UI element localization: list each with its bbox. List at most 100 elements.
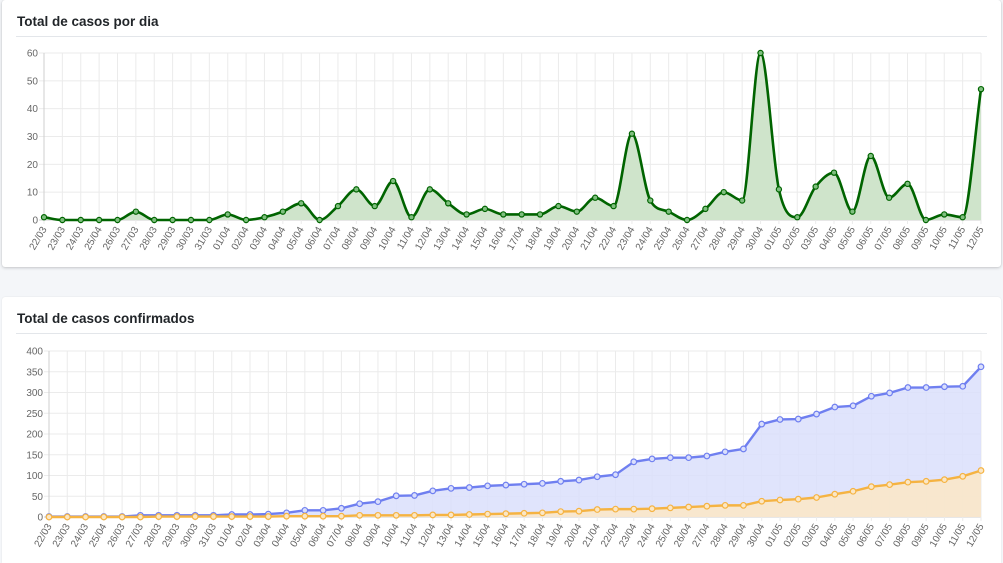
data-point xyxy=(411,511,418,519)
data-point xyxy=(261,214,268,221)
data-point xyxy=(77,216,84,224)
data-point xyxy=(959,382,967,390)
data-point xyxy=(539,479,546,487)
y-tick-label: 400 xyxy=(26,347,43,358)
data-point xyxy=(813,494,820,501)
data-point xyxy=(264,513,272,520)
data-point xyxy=(82,513,89,521)
data-point xyxy=(648,505,656,513)
data-point xyxy=(977,363,985,371)
data-point xyxy=(246,513,254,520)
y-tick-label: 300 xyxy=(26,388,43,399)
y-tick-label: 50 xyxy=(32,492,44,503)
data-point xyxy=(794,495,802,503)
data-point xyxy=(738,197,746,204)
data-point xyxy=(812,183,819,190)
data-point xyxy=(337,504,345,512)
data-point xyxy=(408,214,415,221)
series-0-line xyxy=(49,365,982,518)
daily-cases-card: Total de casos por dia 0 10 20 30 40 50 60 22/0… xyxy=(2,0,1001,267)
series-0-area xyxy=(49,366,981,517)
data-point xyxy=(411,492,418,499)
data-point xyxy=(849,208,856,215)
data-point xyxy=(59,216,66,224)
data-point xyxy=(757,49,764,57)
y-tick-label: 60 xyxy=(27,49,39,60)
x-tick-label: 12/05 xyxy=(965,522,987,550)
data-point xyxy=(721,501,729,509)
data-point xyxy=(593,473,601,481)
data-point xyxy=(356,500,364,508)
data-point xyxy=(356,511,364,519)
confirmed-cases-chart[interactable]: 05010015020025030035040022/0323/0324/032… xyxy=(2,297,1001,563)
data-point xyxy=(720,188,727,196)
data-point xyxy=(702,205,709,213)
data-point xyxy=(941,476,948,484)
y-tick-label: 0 xyxy=(32,216,38,227)
data-point xyxy=(242,216,250,224)
data-point xyxy=(319,512,327,520)
data-point xyxy=(941,383,948,391)
y-tick-label: 250 xyxy=(26,409,43,420)
data-point xyxy=(447,484,455,492)
data-point xyxy=(740,501,747,509)
data-point xyxy=(610,202,617,210)
data-point xyxy=(520,509,528,517)
card-header: Total de casos confirmados xyxy=(16,297,987,334)
data-point xyxy=(173,513,181,520)
data-point xyxy=(813,410,820,418)
data-point xyxy=(100,513,108,521)
data-point xyxy=(904,180,911,188)
data-point xyxy=(484,510,491,518)
data-point xyxy=(187,216,195,224)
data-point xyxy=(429,487,437,495)
x-tick-label: 10/04 xyxy=(380,522,402,550)
data-point xyxy=(536,211,544,218)
data-point xyxy=(666,454,674,462)
data-point xyxy=(591,194,599,201)
data-point xyxy=(63,513,71,521)
data-point xyxy=(867,392,875,400)
data-point xyxy=(392,511,400,519)
data-point xyxy=(703,502,711,510)
data-point xyxy=(392,492,400,500)
data-point xyxy=(114,216,121,224)
data-point xyxy=(922,216,930,224)
data-point xyxy=(665,208,672,215)
data-point xyxy=(500,211,507,218)
data-point xyxy=(444,200,452,207)
data-point xyxy=(666,504,674,512)
y-tick-label: 50 xyxy=(27,76,39,87)
data-point xyxy=(959,214,966,221)
data-point xyxy=(849,402,857,410)
data-point xyxy=(155,513,163,520)
data-point xyxy=(337,512,345,520)
data-point xyxy=(740,445,747,453)
data-point xyxy=(465,484,473,491)
data-point xyxy=(776,496,784,504)
data-point xyxy=(118,513,126,521)
data-point xyxy=(977,467,985,474)
y-tick-label: 0 xyxy=(37,513,43,524)
data-point xyxy=(169,216,176,224)
data-point xyxy=(316,216,323,224)
daily-cases-chart[interactable]: 010203040506022/0323/0324/0325/0426/0327… xyxy=(2,0,1001,267)
data-point xyxy=(648,455,656,463)
data-point xyxy=(830,169,838,176)
data-point xyxy=(977,85,985,93)
data-point xyxy=(831,490,839,498)
card-header: Total de casos por dia xyxy=(16,0,987,37)
data-point xyxy=(429,511,437,519)
data-point xyxy=(612,471,619,479)
data-point xyxy=(95,216,103,224)
data-point xyxy=(885,194,893,201)
data-point xyxy=(721,448,729,456)
data-point xyxy=(831,403,839,411)
data-point xyxy=(502,510,510,518)
data-point xyxy=(389,177,397,185)
data-point xyxy=(904,384,912,391)
y-tick-label: 10 xyxy=(27,188,39,199)
data-point xyxy=(334,202,342,210)
data-point xyxy=(520,480,528,488)
data-point xyxy=(647,197,654,204)
